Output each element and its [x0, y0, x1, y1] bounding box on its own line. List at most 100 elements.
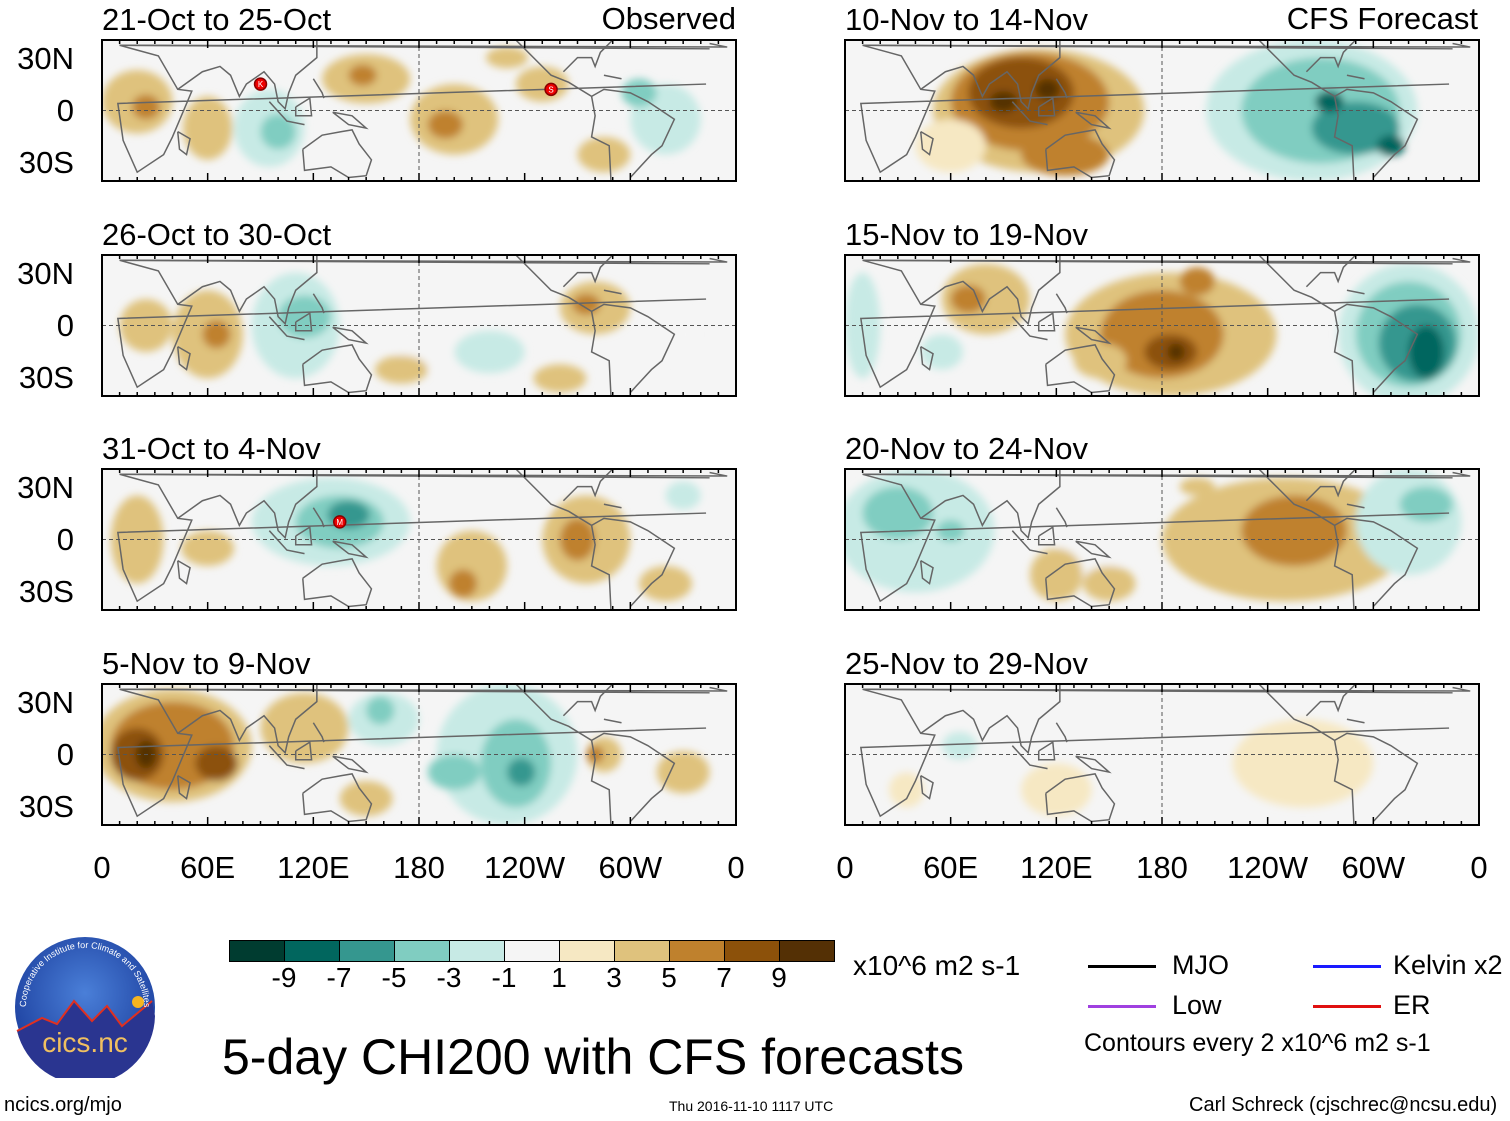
coastline: [312, 507, 325, 528]
coastline: [562, 255, 614, 288]
anomaly-region: [427, 110, 464, 139]
coastline: [919, 774, 934, 800]
coastline: [1334, 732, 1419, 822]
anomaly-region: [559, 518, 596, 561]
coastline: [562, 684, 614, 717]
coastline: [603, 289, 622, 295]
anomaly-region: [533, 364, 587, 393]
coastline: [1305, 684, 1357, 717]
cfs-forecast-label: CFS Forecast: [1286, 1, 1478, 36]
coastline: [312, 293, 325, 314]
legend-low-label: Low: [1172, 990, 1222, 1020]
coastline: [920, 40, 1061, 111]
coastline: [919, 345, 934, 371]
coastline: [920, 255, 1061, 326]
anomaly-region: [1232, 719, 1374, 808]
colorbar-label: -3: [436, 962, 462, 993]
coastline: [302, 773, 373, 823]
coastline: [515, 255, 612, 396]
coastline: [177, 469, 318, 540]
coastline: [1258, 40, 1355, 181]
tropical-cyclone-icon: K: [253, 77, 268, 91]
anomaly-region: [195, 745, 238, 781]
anomaly-region: [915, 119, 986, 173]
coastline: [332, 540, 369, 559]
coastline: [1305, 40, 1357, 73]
coastline: [1346, 289, 1365, 295]
coastline: [332, 755, 369, 774]
anomaly-region: [454, 330, 525, 374]
anomaly-region: [1179, 477, 1215, 496]
anomaly-region: [183, 96, 233, 160]
lat-tick-label: 30S: [18, 573, 74, 609]
colorbar-swatch: [285, 941, 340, 961]
coastline: [176, 345, 191, 371]
map-panel-25-nov-to-29-nov: [844, 683, 1480, 826]
anomaly-region: [1376, 135, 1406, 157]
coastline: [920, 684, 1061, 755]
anomaly-region: [1021, 133, 1110, 176]
anomaly-region: [936, 520, 965, 542]
site-link[interactable]: ncics.org/mjo: [4, 1094, 122, 1116]
coastline: [312, 722, 325, 743]
coastline: [176, 559, 191, 585]
coastline: [859, 473, 1453, 603]
coastline: [176, 774, 191, 800]
coastline: [603, 503, 622, 509]
coastline: [920, 469, 1061, 540]
anomaly-region: [202, 320, 231, 349]
contours-note: Contours every 2 x10^6 m2 s-1: [1084, 1029, 1431, 1057]
anomaly-region: [1167, 343, 1185, 361]
svg-text:M: M: [336, 518, 343, 527]
coastline: [1045, 129, 1116, 179]
coastline: [591, 732, 676, 822]
panel-title: 20-Nov to 24-Nov: [845, 431, 1088, 466]
coastline: [1075, 540, 1112, 559]
coastline: [1011, 316, 1048, 341]
lat-tick-label: 30S: [18, 144, 74, 180]
map-panel-5-nov-to-9-nov: [101, 683, 737, 826]
coastline: [1045, 558, 1116, 608]
coastline: [116, 259, 710, 389]
colorbar-swatch: [615, 941, 670, 961]
coastline: [1334, 303, 1419, 393]
anomaly-region: [515, 66, 569, 102]
anomaly-region: [348, 64, 377, 86]
lon-tick-label: 0: [727, 850, 745, 885]
coastline: [515, 469, 612, 610]
coastline: [119, 471, 728, 477]
colorbar-label: 7: [716, 962, 732, 993]
figure-title: 5-day CHI200 with CFS forecasts: [222, 1029, 964, 1085]
coastline: [1045, 773, 1116, 823]
anomaly-region: [989, 91, 1018, 113]
anomaly-region: [507, 758, 536, 787]
colorbar-swatch: [670, 941, 725, 961]
colorbar-units: x10^6 m2 s-1: [853, 950, 1021, 981]
coastline: [1075, 326, 1112, 345]
coastline: [268, 101, 305, 126]
lon-tick-label: 120W: [1227, 850, 1309, 885]
coastline: [919, 559, 934, 585]
svg-text:K: K: [258, 80, 264, 89]
coastline: [562, 469, 614, 502]
coastline: [1037, 740, 1056, 761]
colorbar-swatch: [340, 941, 395, 961]
coastline: [1011, 530, 1048, 555]
coastline: [591, 303, 676, 393]
lon-tick-label: 0: [1470, 850, 1488, 885]
lat-tick-label: 30S: [18, 359, 74, 395]
coastline: [268, 530, 305, 555]
coastline: [862, 686, 1471, 692]
map-panel-26-oct-to-30-oct: [101, 254, 737, 397]
colorbar-label: 3: [606, 962, 622, 993]
coastline: [294, 96, 313, 117]
coastline: [859, 44, 1453, 174]
colorbar-swatch: [780, 941, 834, 961]
coastline: [859, 259, 1453, 389]
anomaly-region: [1082, 565, 1136, 602]
coastline: [1258, 469, 1355, 610]
coastline: [332, 326, 369, 345]
panel-title: 10-Nov to 14-Nov: [845, 2, 1088, 37]
anomaly-region: [1073, 343, 1127, 379]
anomaly-region: [181, 530, 235, 566]
